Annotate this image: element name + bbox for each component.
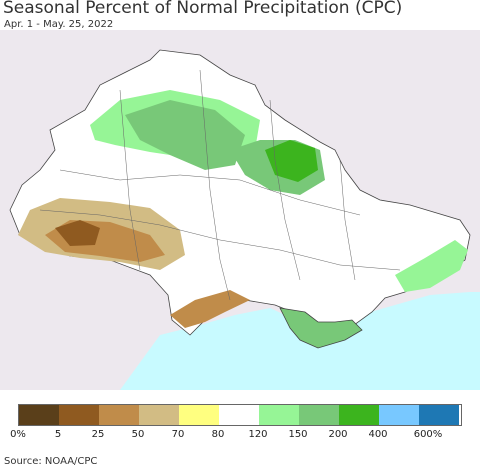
- wetter-north-region: [125, 100, 245, 170]
- legend-label: 80: [211, 429, 225, 440]
- internal-borders: [39, 69, 401, 301]
- legend-swatch: [299, 405, 339, 425]
- legend-swatch: [219, 405, 259, 425]
- legend-swatch: [379, 405, 419, 425]
- map-subtitle: Apr. 1 - May. 25, 2022: [4, 19, 114, 30]
- legend-label: 5: [54, 429, 62, 440]
- legend-swatch: [99, 405, 139, 425]
- legend-label: 0%: [10, 429, 26, 440]
- legend-swatch: [19, 405, 59, 425]
- legend-swatch: [259, 405, 299, 425]
- wet-east-region: [395, 240, 468, 292]
- legend-label: 150: [288, 429, 308, 440]
- legend-label: 200: [328, 429, 348, 440]
- black-sea: [120, 292, 480, 390]
- source-credit: Source: NOAA/CPC: [4, 456, 98, 467]
- legend-label: 120: [248, 429, 268, 440]
- driest-region: [55, 220, 100, 246]
- precipitation-map: [0, 30, 480, 390]
- legend-swatch: [59, 405, 99, 425]
- legend-ticks: 0% 5 25 50 70 80 120 150 200 400 600%: [10, 429, 462, 443]
- legend-label: 70: [171, 429, 185, 440]
- legend-swatch: [179, 405, 219, 425]
- legend-label: 600%: [413, 429, 443, 440]
- legend: 0% 5 25 50 70 80 120 150 200 400 600%: [10, 404, 462, 443]
- legend-swatch: [139, 405, 179, 425]
- legend-swatch: [419, 405, 459, 425]
- legend-label: 50: [131, 429, 145, 440]
- legend-swatch: [339, 405, 379, 425]
- legend-swatches: [18, 404, 462, 426]
- crimea: [279, 307, 363, 349]
- wettest-northeast-region: [265, 140, 318, 182]
- legend-label: 25: [91, 429, 105, 440]
- legend-label: 400: [368, 429, 388, 440]
- map-title: Seasonal Percent of Normal Precipitation…: [3, 0, 403, 18]
